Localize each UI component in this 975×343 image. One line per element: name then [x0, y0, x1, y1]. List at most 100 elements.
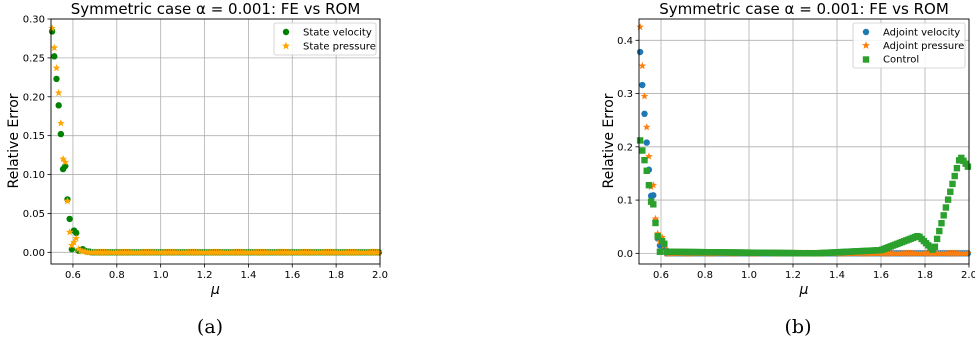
- x-tick-label: 0.6: [65, 270, 81, 281]
- grid-lines-a: [51, 18, 381, 264]
- legend-marker-adjoint-velocity: [862, 28, 870, 36]
- x-tick-label: 1.8: [328, 270, 344, 281]
- legend-b: Adjoint velocity Adjoint pressure Contro…: [852, 22, 966, 69]
- y-tick-label: 0.30: [23, 15, 45, 26]
- legend-marker-state-velocity: [282, 28, 290, 36]
- point-state-pressure: [375, 248, 383, 256]
- legend-label-adjoint-pressure: Adjoint pressure: [883, 41, 964, 52]
- point-adjoint-pressure: [638, 61, 647, 70]
- point-control: [641, 156, 648, 164]
- point-state-pressure: [57, 119, 65, 127]
- point-state-pressure: [50, 43, 59, 52]
- point-state-pressure: [72, 234, 81, 242]
- x-tick-label: 0.6: [653, 270, 669, 281]
- point-control: [942, 204, 950, 211]
- point-control: [947, 188, 954, 195]
- ticks-b: 0.6 0.8 1.0 1.2 1.4 1.6 1.8 2.0 0.0 0.1 0.2 0.3 0.4: [617, 36, 975, 281]
- point-control: [949, 180, 956, 188]
- y-tick-label: 0.15: [23, 131, 45, 142]
- chart-title-a: Symmetric case α = 0.001: FE vs ROM: [71, 0, 361, 18]
- point-adjoint-velocity: [636, 48, 644, 56]
- point-state-velocity: [55, 102, 62, 109]
- x-tick-label: 1.0: [153, 270, 169, 281]
- point-control: [654, 233, 661, 240]
- chart-panel-b: 0.6 0.8 1.0 1.2 1.4 1.6 1.8 2.00.00.10.20.30.4 …: [601, 0, 975, 338]
- point-state-pressure: [63, 197, 72, 205]
- chart-panel-a: 0.6 0.8 1.0 1.2 1.4 1.6 1.8 2.0 0.00 0.05 0.10 0.15…: [6, 0, 388, 338]
- caption-a: (a): [197, 316, 223, 338]
- legend-marker-control: [862, 56, 870, 63]
- y-tick-label: 0.3: [617, 89, 633, 100]
- x-tick-label: 1.4: [829, 270, 845, 281]
- point-state-pressure: [65, 228, 74, 236]
- point-control: [931, 243, 939, 250]
- point-state-velocity: [66, 215, 73, 223]
- y-axis-label-b: Relative Error: [601, 93, 617, 188]
- legend-marker-adjoint-pressure: [862, 41, 870, 49]
- point-adjoint-pressure: [640, 92, 649, 100]
- y-tick-label: 0.2: [617, 142, 633, 153]
- point-control: [953, 164, 961, 172]
- point-adjoint-pressure: [645, 152, 653, 160]
- x-tick-label: 2.0: [961, 270, 975, 281]
- point-state-pressure: [52, 64, 61, 72]
- point-control: [650, 201, 657, 208]
- point-adjoint-velocity: [650, 192, 657, 199]
- ticks-a: 0.6 0.8 1.0 1.2 1.4 1.6 1.8 2.0 0.00 0.05 0.10 0.15…: [23, 15, 388, 282]
- point-adjoint-pressure: [658, 233, 666, 241]
- point-control: [645, 181, 653, 189]
- point-state-pressure: [70, 238, 78, 246]
- y-tick-label: 0.1: [617, 196, 633, 207]
- point-state-velocity: [73, 229, 80, 237]
- x-tick-label: 1.0: [741, 270, 757, 281]
- x-tick-label: 1.2: [785, 270, 801, 281]
- point-state-pressure: [54, 88, 63, 97]
- data-points-b: [636, 22, 972, 257]
- point-state-velocity: [57, 130, 65, 138]
- legend-a: State velocity State pressure: [273, 22, 377, 56]
- point-adjoint-pressure: [636, 22, 644, 31]
- chart-title-b: Symmetric case α = 0.001: FE vs ROM: [659, 0, 949, 18]
- x-tick-label: 1.4: [240, 270, 256, 281]
- point-control: [656, 248, 664, 255]
- point-adjoint-velocity: [639, 81, 646, 89]
- legend-label-adjoint-velocity: Adjoint velocity: [883, 28, 960, 39]
- x-axis-label-b: μ: [799, 282, 809, 298]
- point-control: [636, 137, 644, 144]
- point-adjoint-pressure: [649, 181, 658, 189]
- x-tick-label: 1.6: [873, 270, 889, 281]
- x-tick-label: 2.0: [372, 270, 388, 281]
- y-axis-label-a: Relative Error: [6, 93, 22, 188]
- point-control: [643, 167, 650, 174]
- y-tick-label: 0.4: [617, 36, 633, 47]
- y-tick-label: 0.25: [23, 53, 45, 64]
- point-control: [652, 219, 659, 227]
- y-tick-label: 0.10: [23, 170, 45, 181]
- x-tick-label: 1.2: [197, 270, 213, 281]
- legend-label-control: Control: [883, 55, 919, 66]
- caption-b: (b): [785, 316, 812, 338]
- plot-frame-b: [638, 18, 970, 265]
- x-tick-label: 1.8: [917, 270, 933, 281]
- x-tick-label: 0.8: [109, 270, 125, 281]
- point-control: [933, 235, 941, 243]
- y-tick-label: 0.20: [23, 92, 45, 103]
- point-state-pressure: [59, 155, 67, 163]
- legend-box-b: [852, 22, 966, 69]
- point-state-pressure: [48, 24, 56, 32]
- y-tick-label: 0.05: [23, 209, 45, 220]
- x-tick-label: 1.6: [284, 270, 300, 281]
- point-control: [964, 163, 972, 170]
- legend-label-state-velocity: State velocity: [303, 28, 372, 39]
- point-state-pressure: [61, 158, 70, 166]
- point-control: [661, 240, 668, 247]
- point-adjoint-pressure: [642, 123, 651, 131]
- y-tick-label: 0.0: [617, 249, 633, 260]
- point-adjoint-velocity: [643, 139, 650, 146]
- x-axis-label-a: μ: [210, 282, 220, 298]
- point-control: [940, 212, 947, 219]
- legend-label-state-pressure: State pressure: [303, 42, 376, 53]
- point-control: [938, 219, 945, 227]
- x-tick-label: 0.8: [697, 270, 713, 281]
